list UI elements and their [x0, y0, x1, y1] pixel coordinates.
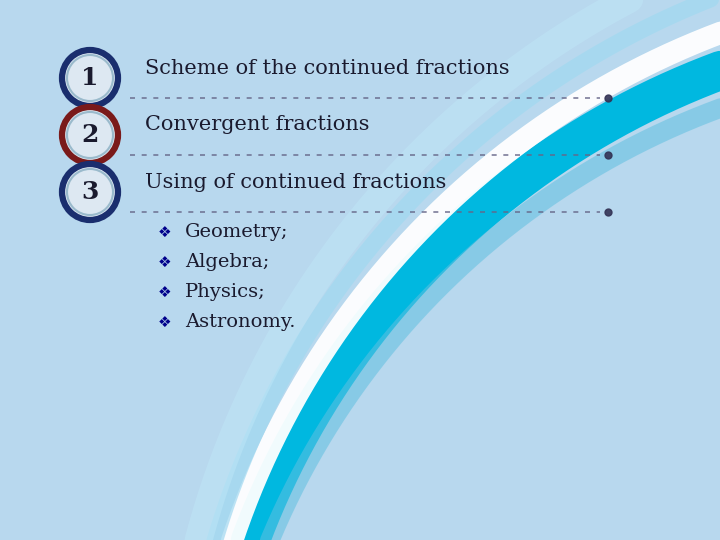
Text: Physics;: Physics;: [185, 283, 266, 301]
Text: ❖: ❖: [158, 285, 172, 300]
Text: 2: 2: [81, 123, 99, 147]
Text: ❖: ❖: [158, 254, 172, 269]
Text: 1: 1: [81, 66, 99, 90]
Text: Geometry;: Geometry;: [185, 223, 289, 241]
Text: Algebra;: Algebra;: [185, 253, 269, 271]
Text: Astronomy.: Astronomy.: [185, 313, 295, 331]
Text: Scheme of the continued fractions: Scheme of the continued fractions: [145, 58, 510, 78]
Text: Convergent fractions: Convergent fractions: [145, 116, 369, 134]
Text: ❖: ❖: [158, 314, 172, 329]
Text: 3: 3: [81, 180, 99, 204]
Text: ❖: ❖: [158, 225, 172, 240]
Circle shape: [62, 164, 118, 220]
Circle shape: [62, 107, 118, 163]
Circle shape: [62, 50, 118, 106]
Text: Using of continued fractions: Using of continued fractions: [145, 172, 446, 192]
